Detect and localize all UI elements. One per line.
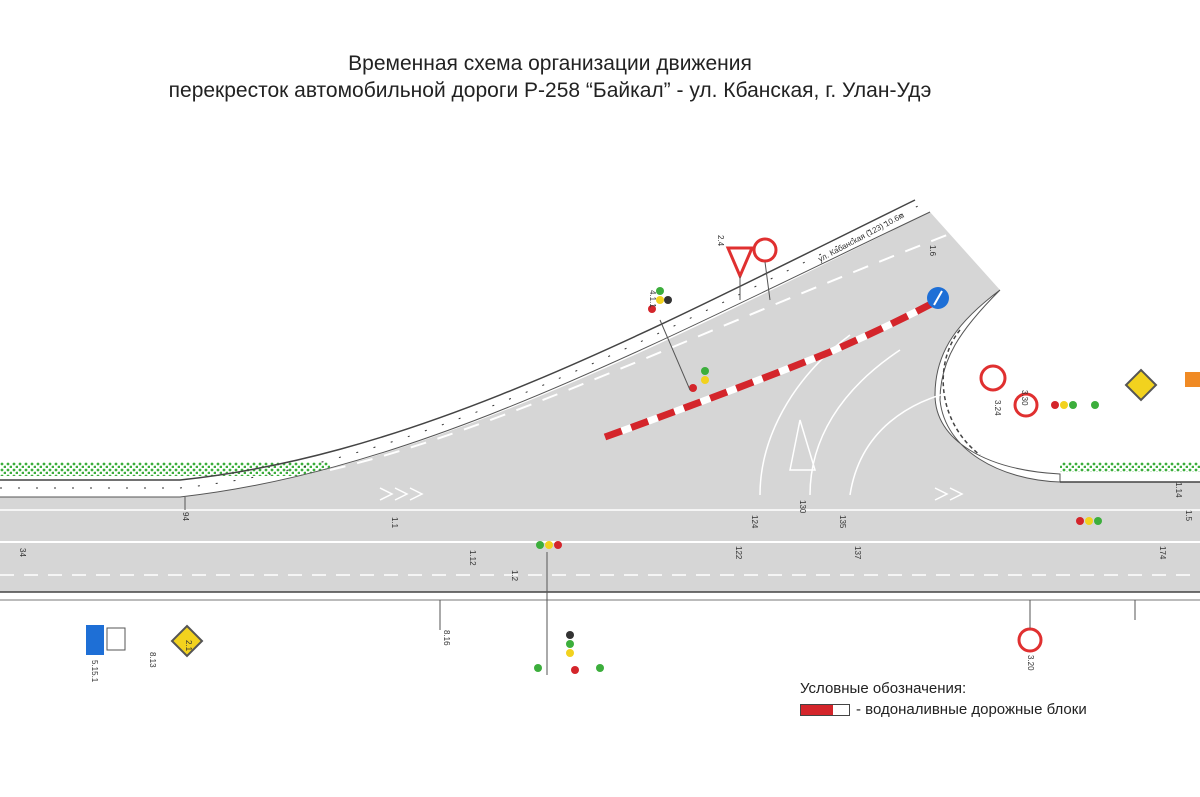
picket-label: 34 (18, 548, 27, 557)
marking-label: 1.14 (1174, 482, 1183, 498)
traffic-light-main (536, 541, 562, 549)
asphalt-area (0, 212, 1200, 592)
traffic-light-bottom (534, 631, 604, 674)
sign-label: 2.4 (716, 235, 725, 247)
road-edge-top (0, 199, 916, 481)
picket-label: 137 (853, 546, 862, 560)
picket-label: 124 (750, 515, 759, 529)
traffic-light-ramp-2 (689, 367, 709, 392)
title-block: Временная схема организации движения пер… (0, 50, 1200, 104)
sign-label: 5.15.1 (90, 660, 99, 683)
marking-label: 1.1 (390, 517, 399, 529)
hatch-zone (789, 419, 817, 471)
traffic-light-ramp (648, 287, 672, 313)
picket-label: 174 (1158, 546, 1167, 560)
water-barrier-line-white (603, 299, 935, 441)
legend-heading: Условные обозначения: (800, 680, 967, 697)
info-sign-icon (86, 625, 104, 655)
water-barrier-line (603, 299, 935, 441)
no-overtaking-sign-icon (752, 237, 778, 263)
island-curb (942, 329, 981, 456)
speed-limit-sign-bottom-icon (1017, 627, 1043, 653)
water-barrier-swatch (800, 703, 850, 716)
marking-label: 1.6 (928, 245, 937, 257)
orange-plate-icon (1185, 372, 1200, 387)
prohibition-sign-icon (979, 364, 1007, 392)
picket-label: 135 (838, 515, 847, 529)
legend-item-label: - водоналивные дорожные блоки (856, 701, 1087, 718)
direction-arrow-icon (933, 290, 943, 306)
sign-label: 8.13 (148, 652, 157, 668)
title-line-2: перекресток автомобильной дороги Р-258 “… (168, 79, 932, 102)
traffic-light-right-2 (1076, 517, 1102, 525)
sign-label: 4.1.1 (648, 290, 657, 308)
picket-label: 130 (798, 500, 807, 514)
priority-road-sign-icon (170, 624, 204, 658)
lane-sign-icon (106, 627, 126, 651)
road-edge-top-2 (0, 211, 931, 498)
green-strip-right (1060, 462, 1200, 472)
marking-label: 1.12 (468, 550, 477, 566)
legend: Условные обозначения: - водоналивные дор… (800, 680, 1087, 718)
marking-label: 1.5 (1184, 510, 1193, 522)
sign-label: 3.20 (1026, 655, 1035, 671)
traffic-light-right (1051, 401, 1099, 409)
priority-road-sign-right-icon (1124, 368, 1158, 402)
legend-row: - водоналивные дорожные блоки (800, 701, 1087, 718)
sign-label: 2.1 (184, 640, 193, 652)
picket-label: 94 (181, 512, 190, 521)
title-line-1: Временная схема организации движения (348, 52, 752, 75)
sign-label: 3.30 (1020, 390, 1029, 406)
turn-curve-3 (849, 389, 961, 496)
chevrons-left (379, 487, 424, 501)
speed-limit-sign-icon (1013, 392, 1039, 418)
sign-label: 3.24 (993, 400, 1002, 416)
traffic-island (934, 289, 1061, 483)
yield-sign-icon (725, 246, 755, 280)
turn-curve-2 (809, 349, 901, 496)
green-strip-left (0, 462, 330, 476)
chevrons-right (934, 487, 964, 501)
picket-label: 122 (734, 546, 743, 560)
marking-label: 1.2 (510, 570, 519, 582)
sign-label: 8.16 (442, 630, 451, 646)
sign-poles (184, 261, 1136, 675)
